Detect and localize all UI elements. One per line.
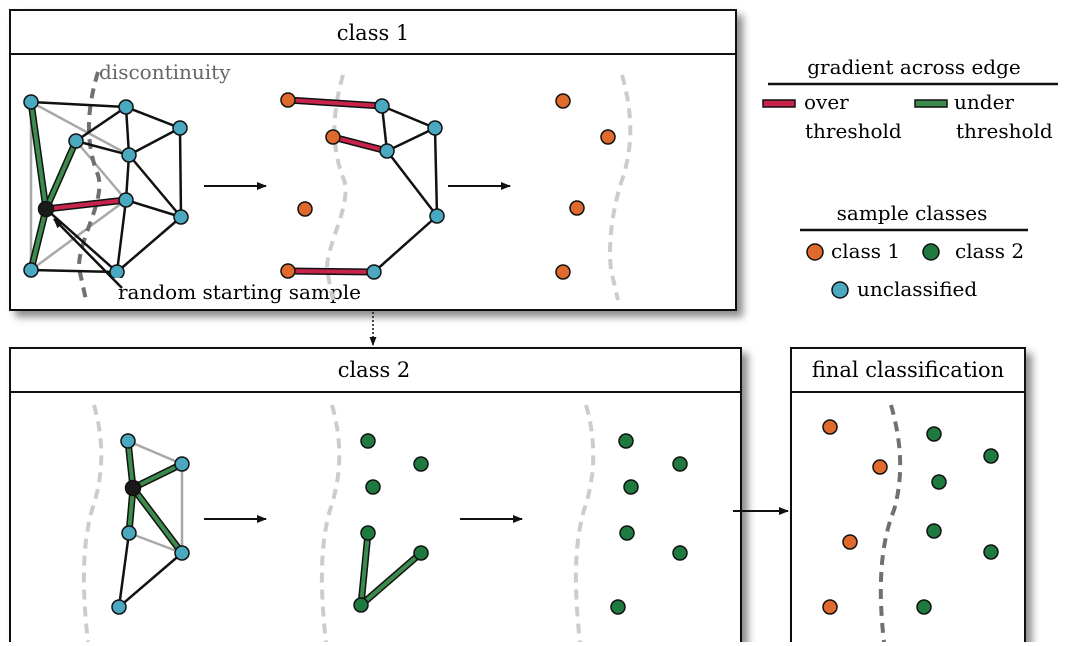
class2-legend-label: class 2 [955, 239, 1024, 263]
over-threshold-swatch [762, 99, 796, 108]
starting-sample-arrow [53, 218, 123, 289]
class1-legend-dot [806, 243, 824, 261]
class2-node [983, 544, 999, 560]
class2-stage1-graph [81, 404, 190, 643]
class2-node [983, 448, 999, 464]
class1-legend-label: class 1 [831, 239, 900, 263]
unclassified-node [121, 525, 137, 541]
class2-node [413, 456, 429, 472]
unclassified-legend-label: unclassified [857, 277, 977, 301]
class2-node [931, 474, 947, 490]
class1-node [280, 92, 296, 108]
unclassified-node [366, 264, 382, 280]
class1-node [569, 200, 585, 216]
over-threshold-label-2: threshold [805, 119, 902, 143]
unclassified-node [374, 98, 390, 114]
discontinuity-line [608, 74, 633, 301]
class2-stage2-graph [319, 404, 429, 643]
under-threshold-swatch [914, 99, 948, 108]
discontinuity-line [878, 404, 903, 643]
class2-legend-dot [922, 243, 940, 261]
class1-stage1-graph: random starting sample discontinuity [23, 60, 402, 304]
class2-node [926, 426, 942, 442]
class1-node [297, 201, 313, 217]
unclassified-node [174, 545, 190, 561]
class2-panel: class 2 [9, 347, 742, 646]
discontinuity-line [319, 404, 342, 643]
under-threshold-label: under [954, 90, 1014, 114]
class2-title: class 2 [338, 358, 411, 382]
class2-stage3-graph [573, 404, 688, 643]
class1-node [872, 459, 888, 475]
sample-classes-legend: sample classes class 1 class 2 unclassif… [800, 201, 1028, 301]
unclassified-node [379, 143, 395, 159]
class1-stage3-graph [555, 74, 633, 301]
class2-node [360, 525, 376, 541]
discontinuity-label: discontinuity [99, 60, 231, 84]
unclassified-node [23, 262, 39, 278]
class1-node [600, 129, 616, 145]
unclassified-node [429, 208, 445, 224]
class2-node [916, 599, 932, 615]
final-title: final classification [812, 358, 1004, 382]
over-threshold-label: over [804, 90, 849, 114]
class2-node [623, 479, 639, 495]
final-panel: final classification [790, 347, 1026, 646]
discontinuity-line [573, 404, 596, 643]
class1-panel: class 1 [9, 9, 737, 311]
class2-node [353, 597, 369, 613]
class1-node [325, 129, 341, 145]
gradient-legend-title: gradient across edge [807, 55, 1021, 79]
class2-node [413, 545, 429, 561]
class1-node [822, 419, 838, 435]
unclassified-node [172, 120, 188, 136]
unclassified-node [427, 120, 443, 136]
class2-node [618, 433, 634, 449]
class2-node [672, 456, 688, 472]
unclassified-node [68, 133, 84, 149]
class1-node [842, 534, 858, 550]
class1-node [822, 599, 838, 615]
discontinuity-line [81, 404, 104, 643]
unclassified-node [121, 147, 137, 163]
class2-node [365, 479, 381, 495]
class2-node [926, 523, 942, 539]
class2-node [672, 545, 688, 561]
class1-node [280, 263, 296, 279]
unclassified-node [111, 599, 127, 615]
class1-node [555, 264, 571, 280]
gradient-legend: gradient across edge over threshold unde… [762, 55, 1058, 143]
class1-stage2-graph [280, 74, 445, 301]
under-threshold-label-2: threshold [956, 119, 1053, 143]
unclassified-legend-dot [831, 281, 849, 299]
unclassified-node [118, 192, 134, 208]
sample-classes-title: sample classes [837, 201, 988, 225]
random-start-label: random starting sample [118, 280, 361, 304]
discontinuity-line [324, 74, 348, 301]
starting-sample-node [124, 479, 142, 497]
class1-title: class 1 [337, 21, 410, 45]
unclassified-node [23, 94, 39, 110]
unclassified-node [174, 456, 190, 472]
class2-node [610, 599, 626, 615]
class1-node [555, 93, 571, 109]
unclassified-node [173, 209, 189, 225]
unclassified-node [120, 433, 136, 449]
starting-sample-node [37, 200, 55, 218]
class2-node [360, 433, 376, 449]
class2-node [619, 525, 635, 541]
discontinuity-line [76, 71, 102, 301]
unclassified-node [118, 99, 134, 115]
